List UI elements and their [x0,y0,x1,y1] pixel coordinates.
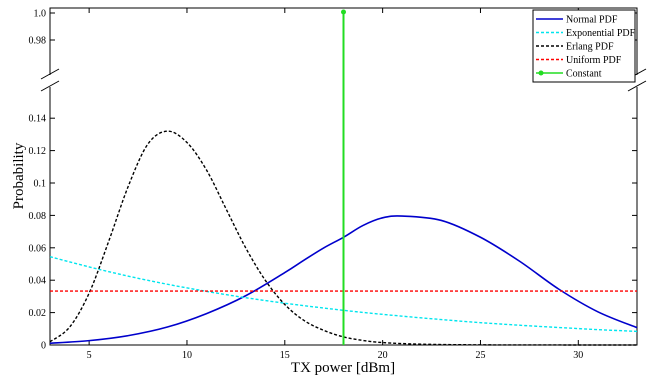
x-axis-label: TX power [dBm] [291,360,395,376]
legend-label-constant: Constant [566,69,602,80]
legend: Normal PDF Exponential PDF Erlang PDF Unifo… [532,9,636,83]
y-axis-label: Probability [11,142,27,209]
y-tick-label: 0.14 [29,114,47,125]
y-tick-label: 0 [41,341,46,352]
x-tick-label: 20 [378,350,388,361]
axis-break-mark-right-2 [627,80,647,92]
constant-marker [341,9,346,15]
x-tick-label: 15 [280,350,290,361]
x-tick-label: 10 [182,350,192,361]
x-tick-label: 5 [87,350,92,361]
y-tick-label: 0.98 [29,36,47,47]
x-ticks: 5 10 15 20 25 30 [87,8,583,361]
y-tick-label: 0.02 [29,308,47,319]
y-tick-label: 0.12 [29,146,47,157]
legend-box [532,9,636,83]
y-tick-label: 1.0 [34,9,47,20]
x-tick-label: 30 [573,350,583,361]
series-layer [49,9,638,346]
legend-marker-constant [538,70,544,76]
legend-label-exponential-pdf: Exponential PDF [566,28,636,39]
upper-plot-frame [49,7,638,75]
legend-label-normal-pdf: Normal PDF [566,15,618,26]
legend-label-erlang-pdf: Erlang PDF [566,42,614,53]
erlang-pdf-line [49,130,638,346]
y-tick-label: 0.04 [29,276,47,287]
axis-break-mark-left-1 [40,68,60,80]
exponential-pdf-line [49,256,638,333]
y-tick-label: 0.1 [34,179,47,190]
x-tick-label: 25 [475,350,485,361]
y-tick-label: 0.06 [29,243,47,254]
axis-break-mark-left-2 [40,80,60,92]
y-tick-label: 0.08 [29,211,47,222]
legend-label-uniform-pdf: Uniform PDF [566,55,622,66]
